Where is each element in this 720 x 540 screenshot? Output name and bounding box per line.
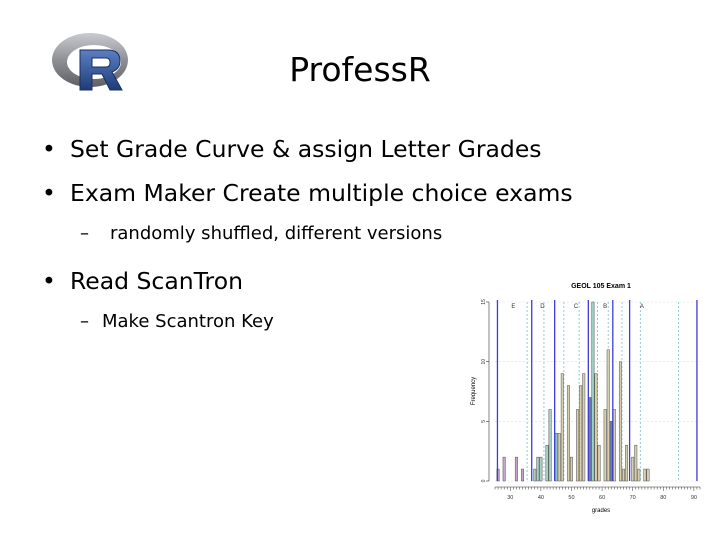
histogram-bar (576, 409, 580, 482)
grade-letter-label: E (511, 304, 515, 310)
histogram-bar (594, 373, 598, 482)
grade-letter-label: D (540, 304, 545, 310)
histogram-bar (609, 421, 613, 482)
x-tick-label: 40 (538, 495, 544, 501)
chart-x-label: grades (592, 508, 610, 514)
histogram-bar (533, 468, 537, 482)
bullet-dot: • (42, 179, 56, 207)
grade-letter-label: C (574, 304, 579, 310)
histogram-bar (634, 444, 638, 482)
slide-title: ProfessR (289, 50, 431, 89)
histogram-bar (545, 444, 549, 482)
r-logo-icon (50, 28, 140, 98)
histogram-bar (625, 444, 629, 482)
histogram-bar (570, 456, 573, 482)
histogram-bar (643, 468, 647, 482)
histogram-bar (606, 349, 610, 482)
histogram-bar (582, 373, 586, 482)
x-tick-label: 80 (660, 495, 666, 501)
y-tick-label: 5 (481, 420, 487, 423)
sub-bullet-dash: – (80, 223, 89, 244)
sub-bullet-dash: – (80, 311, 89, 332)
sub-bullet-text: Make Scantron Key (102, 311, 274, 332)
bullet-dot: • (42, 135, 56, 163)
chart-y-label: Frequency (471, 377, 477, 405)
y-tick-label: 0 (481, 479, 487, 482)
histogram-bar (612, 409, 616, 482)
bullet-text: Set Grade Curve & assign Letter Grades (70, 135, 542, 163)
y-tick-label: 10 (481, 359, 487, 365)
plot-area: E D C B A 0 5 10 15 30 40 50 60 70 80 90 (481, 299, 701, 501)
histogram-bar (588, 397, 592, 482)
bullet-item: • Read ScanTron (42, 266, 682, 310)
histogram-bar (514, 456, 518, 482)
histogram-bar (591, 301, 595, 482)
histogram-bar (536, 456, 540, 482)
histogram-bar (597, 444, 601, 482)
histogram-bar (637, 468, 641, 482)
x-tick-label: 90 (691, 495, 697, 501)
histogram-bar (622, 468, 625, 482)
bullet-dot: • (42, 267, 56, 295)
chart-title: GEOL 105 Exam 1 (571, 283, 631, 290)
histogram-bar (557, 433, 561, 482)
x-tick-label: 60 (599, 495, 605, 501)
histogram-bar (521, 468, 525, 482)
histogram-bar (579, 385, 583, 482)
histogram-bar (539, 456, 543, 482)
histogram-chart: GEOL 105 Exam 1 Frequency grades E D C B A 0 5… (455, 276, 713, 518)
sub-bullet-item: – Make Scantron Key (80, 310, 682, 340)
grade-letter-label: B (603, 304, 607, 310)
sub-bullet-text: randomly shuffled, different versions (110, 223, 443, 244)
histogram-bar (548, 409, 552, 482)
bullet-text: Read ScanTron (70, 267, 243, 295)
bullet-text: Exam Maker Create multiple choice exams (70, 179, 573, 207)
bullet-list: • Set Grade Curve & assign Letter Grades… (42, 134, 682, 340)
x-tick-label: 70 (630, 495, 636, 501)
histogram-bar (566, 385, 570, 482)
histogram-bar (618, 361, 622, 482)
x-tick-label: 30 (507, 495, 513, 501)
histogram-bar (646, 468, 650, 482)
y-tick-label: 15 (481, 299, 487, 305)
bullet-item: • Set Grade Curve & assign Letter Grades (42, 134, 682, 178)
histogram-bar (560, 373, 564, 482)
histogram-bar (554, 433, 558, 482)
histogram-bar (631, 456, 635, 482)
sub-bullet-item: – randomly shuffled, different versions (80, 222, 682, 266)
histogram-bar (603, 409, 607, 482)
x-tick-label: 50 (568, 495, 574, 501)
grade-letter-label: A (640, 304, 644, 310)
bullet-item: • Exam Maker Create multiple choice exam… (42, 178, 682, 222)
histogram-bar (502, 456, 506, 482)
